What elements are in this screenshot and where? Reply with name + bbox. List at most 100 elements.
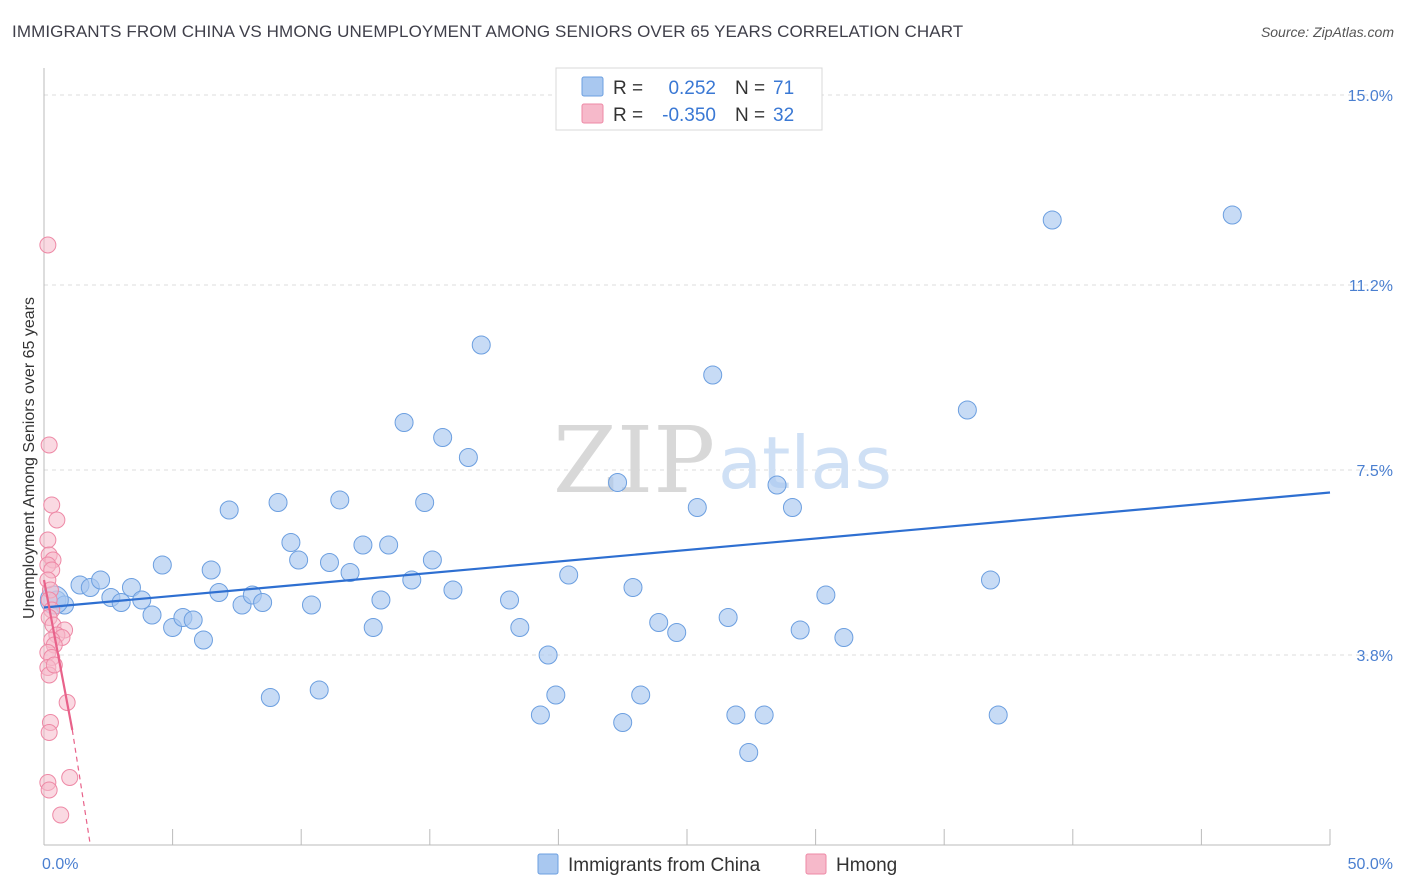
legend-hmong-r-value: -0.350 <box>662 105 716 126</box>
hmong-trend-line <box>42 579 74 731</box>
china-point <box>471 335 491 355</box>
watermark-atlas: atlas <box>718 421 892 505</box>
legend-china-r-label: R = <box>613 78 643 99</box>
china-point <box>219 500 239 520</box>
china-point <box>782 498 802 517</box>
hmong-point <box>61 769 79 786</box>
china-point <box>631 685 651 705</box>
china-point <box>183 610 203 630</box>
y-tick-label: 15.0% <box>1348 88 1393 105</box>
legend-china-n-value: 71 <box>773 78 794 99</box>
china-point <box>253 593 273 612</box>
series-legend-china-label: Immigrants from China <box>568 855 761 876</box>
china-point <box>957 400 977 420</box>
china-point <box>687 498 707 517</box>
china-point <box>142 605 162 625</box>
china-point <box>289 550 309 570</box>
series-legend-china-swatch <box>537 853 559 875</box>
legend-hmong-n-label: N = <box>735 105 765 126</box>
legend-china-swatch <box>581 76 604 97</box>
series-legend: Immigrants from China Hmong <box>537 853 897 876</box>
china-point <box>703 365 723 385</box>
hmong-point <box>39 531 57 549</box>
china-point <box>91 570 111 590</box>
china-point <box>754 705 774 725</box>
china-point <box>816 585 836 605</box>
hmong-point <box>40 724 58 741</box>
china-point <box>1042 210 1062 230</box>
china-point <box>319 553 339 572</box>
china-point <box>988 705 1008 725</box>
china-point <box>834 628 854 647</box>
china-point <box>538 645 558 665</box>
china-point <box>530 705 550 725</box>
x-tick-label-min: 0.0% <box>42 856 78 873</box>
china-point <box>739 743 759 762</box>
series-legend-hmong-label: Hmong <box>836 855 897 876</box>
source-credit: Source: ZipAtlas.com <box>1260 24 1394 40</box>
legend-china-r-value: 0.252 <box>668 78 716 99</box>
china-point <box>623 578 643 597</box>
china-point <box>613 713 633 732</box>
hmong-trend-extension <box>71 729 91 846</box>
china-point <box>608 473 628 492</box>
china-point <box>260 688 280 707</box>
y-tick-label: 11.2% <box>1349 278 1393 295</box>
china-point <box>394 413 414 432</box>
legend-hmong-r-label: R = <box>613 105 643 126</box>
china-point <box>1222 205 1242 225</box>
china-point <box>726 705 746 725</box>
china-point <box>649 613 669 632</box>
china-point <box>363 618 383 637</box>
series-hmong-points <box>39 236 79 824</box>
china-point <box>201 560 221 580</box>
legend-hmong-n-value: 32 <box>773 105 794 126</box>
stats-legend: R = 0.252 N = 71 R = -0.350 N = 32 <box>555 67 823 131</box>
y-tick-label: 3.8% <box>1357 648 1393 665</box>
china-point <box>379 535 399 555</box>
china-point <box>559 565 579 585</box>
china-point <box>121 578 141 597</box>
china-point <box>309 680 329 700</box>
china-point <box>980 570 1000 590</box>
legend-hmong-swatch <box>581 103 604 124</box>
china-point <box>790 620 810 640</box>
china-point <box>268 493 288 512</box>
china-point <box>415 493 435 512</box>
china-point <box>111 593 131 612</box>
china-point <box>371 590 391 610</box>
china-point <box>458 448 478 467</box>
series-legend-hmong-swatch <box>805 853 827 875</box>
china-point <box>767 475 787 495</box>
china-point <box>667 623 687 642</box>
china-point <box>510 618 530 637</box>
y-tick-labels: 3.8% 7.5% 11.2% 15.0% <box>1348 88 1393 665</box>
hmong-point <box>43 496 61 514</box>
hmong-point <box>40 781 58 799</box>
china-point <box>500 590 520 610</box>
china-point <box>443 580 463 600</box>
trend-lines <box>42 491 1331 846</box>
axes <box>43 68 1331 846</box>
china-point <box>281 533 301 552</box>
hmong-point <box>40 436 58 454</box>
china-point <box>152 555 172 575</box>
series-china-points <box>39 205 1242 762</box>
hmong-point <box>48 511 66 529</box>
y-tick-label: 7.5% <box>1357 463 1393 480</box>
watermark-zip: ZIP <box>553 407 715 514</box>
china-point <box>353 535 373 555</box>
hmong-point <box>39 236 57 254</box>
china-point <box>422 550 442 570</box>
china-point <box>301 595 321 615</box>
y-axis-label: Unemployment Among Seniors over 65 years <box>21 297 38 619</box>
china-point <box>340 563 360 582</box>
china-point <box>718 608 738 627</box>
chart-title: IMMIGRANTS FROM CHINA VS HMONG UNEMPLOYM… <box>12 22 964 41</box>
china-point <box>193 630 213 650</box>
china-trend-line <box>43 491 1331 609</box>
china-point <box>546 685 566 705</box>
china-point <box>330 490 350 510</box>
x-tick-label-max: 50.0% <box>1348 856 1393 873</box>
